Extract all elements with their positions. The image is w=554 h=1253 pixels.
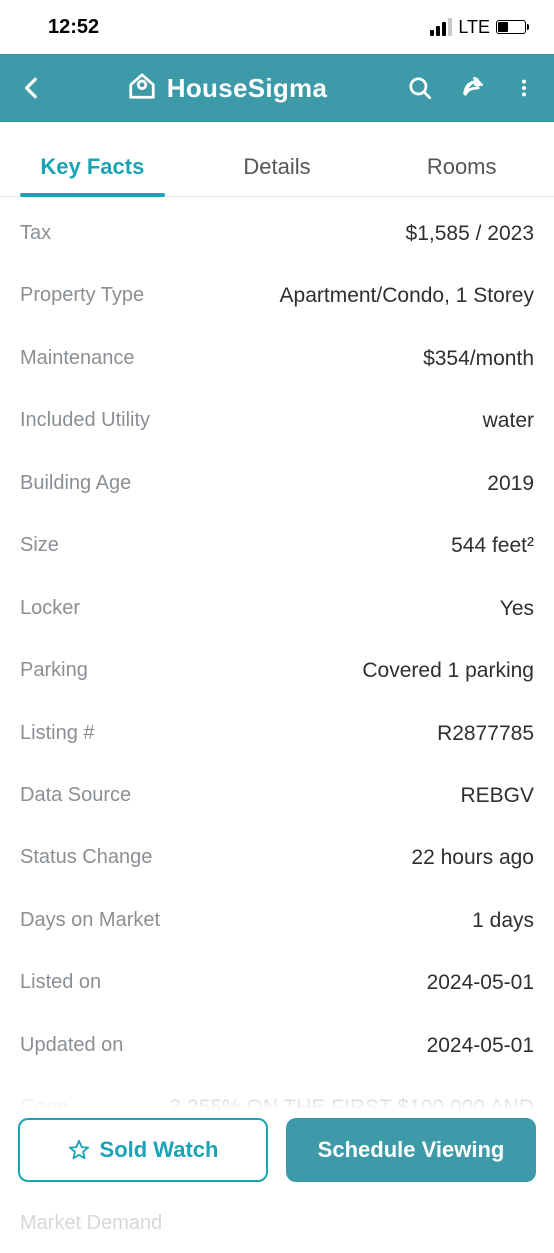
fact-label: Data Source xyxy=(20,781,131,809)
app-title: HouseSigma xyxy=(167,73,328,104)
fact-value: water xyxy=(483,406,534,436)
share-button[interactable] xyxy=(458,74,486,102)
fact-label: Maintenance xyxy=(20,344,135,372)
fact-label: Status Change xyxy=(20,843,152,871)
network-label: LTE xyxy=(458,17,490,38)
fact-label: Parking xyxy=(20,656,88,684)
search-button[interactable] xyxy=(406,74,434,102)
tab-rooms[interactable]: Rooms xyxy=(369,136,554,196)
fact-value: 2019 xyxy=(487,469,534,499)
fact-value: $354/month xyxy=(423,344,534,374)
signal-icon xyxy=(430,18,452,36)
back-button[interactable] xyxy=(16,74,48,102)
fact-label: Tax xyxy=(20,219,51,247)
fact-row: Listing # R2877785 xyxy=(20,703,534,765)
fact-row: Updated on 2024-05-01 xyxy=(20,1015,534,1077)
fact-label: Property Type xyxy=(20,281,144,309)
more-button[interactable] xyxy=(510,74,538,102)
fact-row: Tax $1,585 / 2023 xyxy=(20,203,534,265)
fact-value: 2024-05-01 xyxy=(427,1031,534,1061)
app-logo-icon xyxy=(127,71,157,106)
tab-label: Details xyxy=(243,154,310,179)
fact-label: Listing # xyxy=(20,719,95,747)
fact-value: $1,585 / 2023 xyxy=(406,219,534,249)
fact-row: Days on Market 1 days xyxy=(20,890,534,952)
sold-watch-button[interactable]: Sold Watch xyxy=(18,1118,268,1182)
fact-label: Listed on xyxy=(20,968,101,996)
fact-row: Included Utility water xyxy=(20,390,534,452)
fact-value: 1 days xyxy=(472,906,534,936)
tab-key-facts[interactable]: Key Facts xyxy=(0,136,185,196)
fact-label: Days on Market xyxy=(20,906,160,934)
fact-label: Updated on xyxy=(20,1031,123,1059)
key-facts-list: Tax $1,585 / 2023 Property Type Apartment/C… xyxy=(0,197,554,1253)
fact-value: Covered 1 parking xyxy=(362,656,534,686)
fact-label: Size xyxy=(20,531,59,559)
fact-value: 2024-05-01 xyxy=(427,968,534,998)
schedule-viewing-label: Schedule Viewing xyxy=(318,1137,505,1163)
fact-value: Apartment/Condo, 1 Storey xyxy=(280,281,534,311)
fact-row: Parking Covered 1 parking xyxy=(20,640,534,702)
status-right: LTE xyxy=(430,17,526,38)
fact-value: R2877785 xyxy=(437,719,534,749)
fact-value: REBGV xyxy=(460,781,534,811)
tab-label: Key Facts xyxy=(40,154,144,179)
fact-row: Listed on 2024-05-01 xyxy=(20,952,534,1014)
status-time: 12:52 xyxy=(48,16,99,39)
fact-row: Maintenance $354/month xyxy=(20,328,534,390)
fact-label: Included Utility xyxy=(20,406,150,434)
fact-value: Yes xyxy=(500,594,534,624)
sold-watch-label: Sold Watch xyxy=(100,1137,219,1163)
fact-value: 22 hours ago xyxy=(411,843,534,873)
schedule-viewing-button[interactable]: Schedule Viewing xyxy=(286,1118,536,1182)
tab-label: Rooms xyxy=(427,154,497,179)
status-bar: 12:52 LTE xyxy=(0,0,554,54)
fact-row: Data Source REBGV xyxy=(20,765,534,827)
battery-icon xyxy=(496,20,526,34)
fact-row: Property Type Apartment/Condo, 1 Storey xyxy=(20,265,534,327)
fact-row: Locker Yes xyxy=(20,578,534,640)
fact-value: 544 feet² xyxy=(451,531,534,561)
app-header: HouseSigma xyxy=(0,54,554,122)
tabs: Key Facts Details Rooms xyxy=(0,136,554,197)
fact-row: Market Demand xyxy=(20,1193,534,1253)
fact-row: Size 544 feet² xyxy=(20,515,534,577)
bottom-bar: Sold Watch Schedule Viewing xyxy=(0,1118,554,1182)
fact-label: Market Demand xyxy=(20,1209,162,1237)
fact-row: Status Change 22 hours ago xyxy=(20,827,534,889)
fact-label: Building Age xyxy=(20,469,131,497)
fact-label: Locker xyxy=(20,594,80,622)
fact-row: Building Age 2019 xyxy=(20,453,534,515)
star-icon xyxy=(68,1139,90,1161)
tab-details[interactable]: Details xyxy=(185,136,370,196)
